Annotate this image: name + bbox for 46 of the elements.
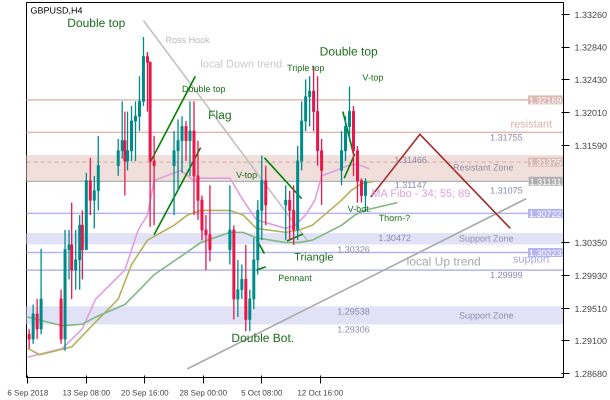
y-tick-label: 1.28680 bbox=[574, 369, 608, 380]
annotation: Ross Hook bbox=[166, 35, 210, 45]
ref-line-label: 1.30722 bbox=[528, 208, 562, 219]
annotation: Flag bbox=[208, 108, 232, 122]
annotation: 1.30472 bbox=[378, 232, 411, 243]
y-tick-label: 1.31590 bbox=[574, 140, 608, 151]
x-tick-label: 6 Sep 2018 bbox=[7, 388, 49, 398]
annotation: resistant bbox=[510, 118, 552, 130]
chart-title: GBPUSD,H4 bbox=[30, 6, 83, 16]
annotation: 1.31075 bbox=[490, 186, 523, 196]
y-tick-label: 1.29930 bbox=[574, 271, 608, 282]
y-tick-label: 1.32010 bbox=[574, 108, 608, 118]
x-tick-label: 5 Oct 08:00 bbox=[241, 388, 283, 398]
x-tick-label: 12 Oct 16:00 bbox=[297, 388, 344, 398]
annotation: V-top bbox=[236, 170, 258, 180]
annotation: local Up trend bbox=[406, 254, 481, 268]
x-tick-label: 20 Sep 16:00 bbox=[121, 388, 170, 398]
annotation: Triangle bbox=[294, 252, 334, 264]
y-tick-label: 1.33260 bbox=[574, 10, 608, 20]
ref-line-label: 1.32169 bbox=[528, 95, 562, 106]
annotation: 1.29306 bbox=[337, 324, 370, 334]
annotation: Thorn-? bbox=[378, 213, 410, 224]
y-tick-label: 1.29100 bbox=[574, 336, 608, 346]
band-label: Resistant Zone bbox=[452, 162, 514, 173]
annotation: 1.30326 bbox=[337, 244, 370, 254]
x-tick-label: 13 Sep 08:00 bbox=[62, 388, 111, 398]
annotation: Double Bot. bbox=[231, 331, 294, 346]
annotation: 1.31755 bbox=[490, 132, 523, 142]
annotation: Double top bbox=[320, 44, 378, 58]
ref-line-label: 1.31375 bbox=[528, 158, 562, 168]
band-label: Support Zone bbox=[458, 234, 514, 244]
annotation: 1.31147 bbox=[394, 180, 427, 190]
ref-line-label: 1.31131 bbox=[530, 176, 562, 187]
y-tick-label: 1.29510 bbox=[574, 304, 608, 314]
band-label: Support Zone bbox=[458, 310, 514, 320]
y-tick-label: 1.32430 bbox=[574, 74, 608, 85]
annotation: Double top bbox=[67, 16, 126, 30]
annotation: V-top bbox=[362, 72, 384, 82]
annotation: 1.29999 bbox=[490, 270, 523, 280]
annotation: Pennant bbox=[278, 273, 312, 284]
x-tick-label: 28 Sep 00:00 bbox=[179, 388, 228, 398]
ref-line-label: 1.30223 bbox=[528, 248, 562, 258]
y-tick-label: 1.30350 bbox=[574, 238, 608, 248]
y-tick-label: 1.32840 bbox=[574, 42, 608, 53]
annotation: 1.29538 bbox=[337, 306, 370, 316]
annotation: Triple top bbox=[287, 63, 324, 74]
